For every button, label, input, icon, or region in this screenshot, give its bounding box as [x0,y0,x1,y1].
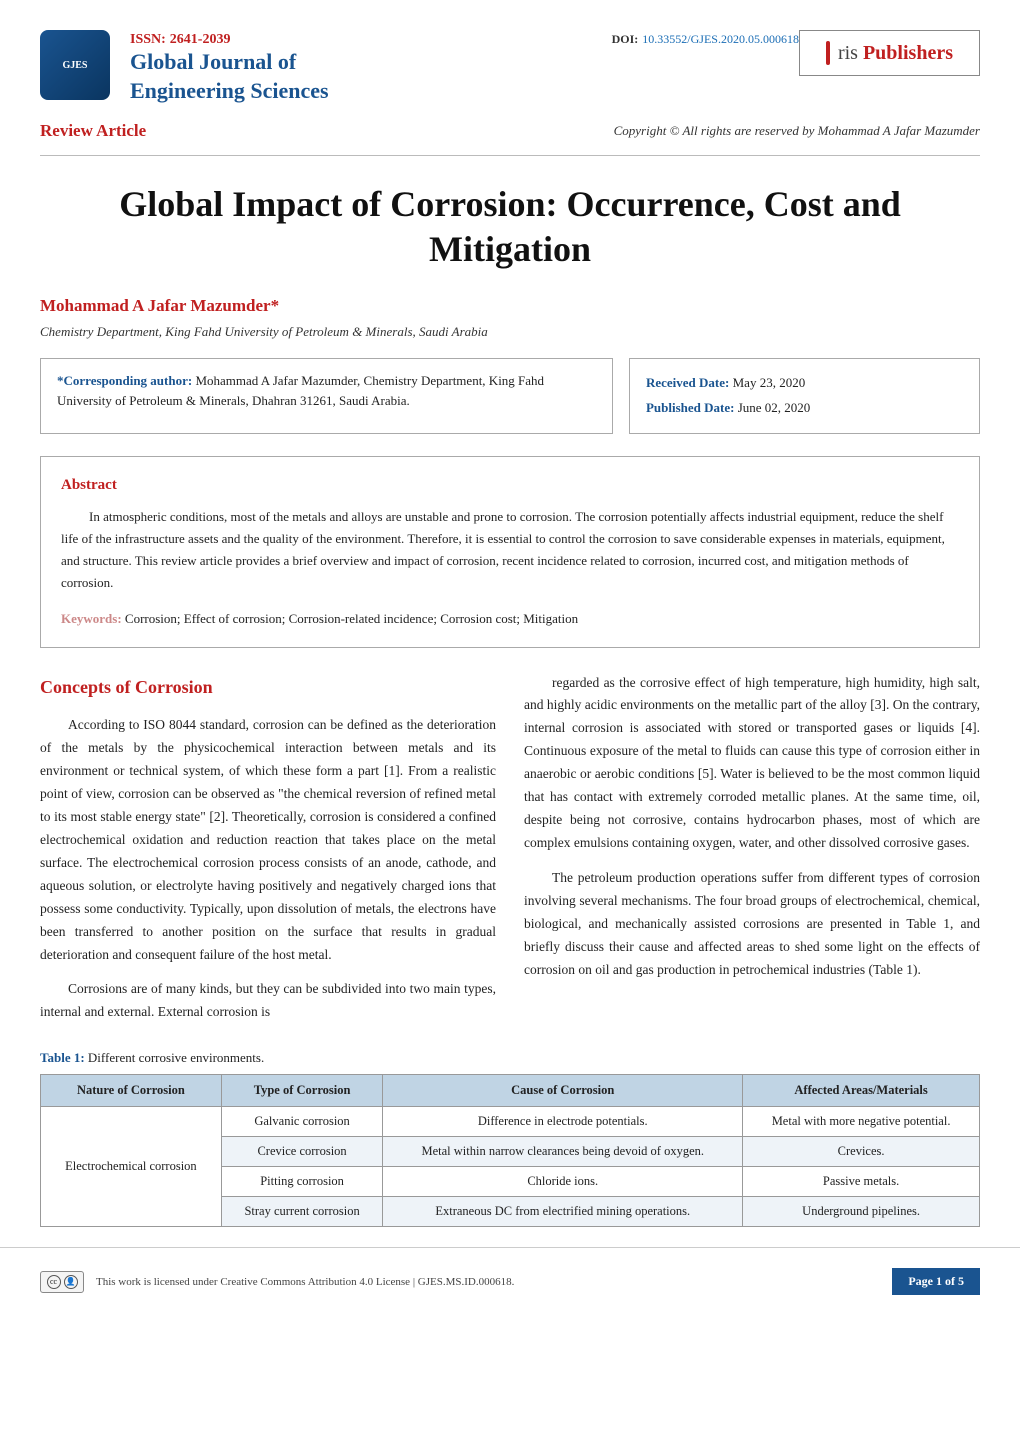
corresponding-box: *Corresponding author: Mohammad A Jafar … [40,358,613,433]
journal-info: ISSN: 2641-2039 DOI: 10.33552/GJES.2020.… [130,30,799,105]
table-header: Affected Areas/Materials [743,1075,980,1107]
received-label: Received Date: [646,375,729,390]
ms-id: GJES.MS.ID.000618. [418,1276,515,1288]
column-left: Concepts of Corrosion According to ISO 8… [40,672,496,1037]
corrosion-table: Nature of Corrosion Type of Corrosion Ca… [40,1074,980,1227]
publisher-badge: ris Publishers [799,30,980,76]
table-cell: Galvanic corrosion [221,1107,383,1137]
two-column: Concepts of Corrosion According to ISO 8… [40,672,980,1037]
affiliation: Chemistry Department, King Fahd Universi… [0,324,1020,358]
meta-box-row: *Corresponding author: Mohammad A Jafar … [0,358,1020,455]
dates-box: Received Date: May 23, 2020 Published Da… [629,358,980,433]
license-text: This work is licensed under Creative Com… [96,1276,410,1288]
journal-logo: GJES [40,30,110,100]
table-caption-text: Different corrosive environments. [88,1050,264,1065]
table-cell-group: Electrochemical corrosion [41,1107,222,1227]
table-cell: Passive metals. [743,1167,980,1197]
content: Concepts of Corrosion According to ISO 8… [0,672,1020,1037]
paragraph: regarded as the corrosive effect of high… [524,672,980,856]
journal-title-1: Global Journal of [130,48,799,77]
section-heading: Concepts of Corrosion [40,672,496,703]
journal-title-2: Engineering Sciences [130,77,799,106]
table-row: Electrochemical corrosion Galvanic corro… [41,1107,980,1137]
keywords-label: Keywords: [61,611,122,626]
footer: cc 👤 This work is licensed under Creativ… [0,1247,1020,1315]
publisher-i-icon [826,41,830,65]
doi-label: DOI: [612,32,639,46]
page-badge: Page 1 of 5 [892,1268,980,1295]
table-cell: Underground pipelines. [743,1197,980,1227]
doi-link[interactable]: 10.33552/GJES.2020.05.000618 [642,32,799,46]
table-cell: Crevice corrosion [221,1137,383,1167]
table-cell: Extraneous DC from electrified mining op… [383,1197,743,1227]
column-right: regarded as the corrosive effect of high… [524,672,980,1037]
table-cell: Pitting corrosion [221,1167,383,1197]
published-value: June 02, 2020 [738,400,811,415]
footer-text: This work is licensed under Creative Com… [96,1276,514,1288]
table-caption: Table 1: Different corrosive environment… [0,1036,1020,1074]
issn-label: ISSN: [130,32,166,47]
abstract-box: Abstract In atmospheric conditions, most… [40,456,980,648]
publisher-suffix: Publishers [863,42,953,64]
keywords-line: Keywords: Corrosion; Effect of corrosion… [61,608,959,630]
issn-line: ISSN: 2641-2039 DOI: 10.33552/GJES.2020.… [130,30,799,48]
cc-icon: cc [47,1275,61,1289]
author: Mohammad A Jafar Mazumder* [0,296,1020,324]
article-type: Review Article [40,121,146,141]
paragraph: The petroleum production operations suff… [524,867,980,982]
table-header-row: Nature of Corrosion Type of Corrosion Ca… [41,1075,980,1107]
publisher-prefix: ris [838,42,858,64]
by-icon: 👤 [64,1275,78,1289]
paper-title: Global Impact of Corrosion: Occurrence, … [0,156,1020,296]
table-header: Type of Corrosion [221,1075,383,1107]
table-label: Table 1: [40,1050,85,1065]
table-cell: Crevices. [743,1137,980,1167]
table-header: Cause of Corrosion [383,1075,743,1107]
table-cell: Metal with more negative potential. [743,1107,980,1137]
table-cell: Chloride ions. [383,1167,743,1197]
copyright: Copyright © All rights are reserved by M… [614,123,980,139]
abstract-heading: Abstract [61,473,959,499]
keywords-value: Corrosion; Effect of corrosion; Corrosio… [125,611,578,626]
table-cell: Difference in electrode potentials. [383,1107,743,1137]
paragraph: According to ISO 8044 standard, corrosio… [40,714,496,966]
table-cell: Metal within narrow clearances being dev… [383,1137,743,1167]
published-label: Published Date: [646,400,734,415]
article-type-row: Review Article Copyright © All rights ar… [0,115,1020,155]
corresponding-label: *Corresponding author: [57,373,192,388]
received-value: May 23, 2020 [733,375,806,390]
issn-value: 2641-2039 [170,32,231,47]
table-cell: Stray current corrosion [221,1197,383,1227]
cc-license-icon: cc 👤 [40,1271,84,1293]
table-header: Nature of Corrosion [41,1075,222,1107]
header: GJES ISSN: 2641-2039 DOI: 10.33552/GJES.… [0,0,1020,115]
paragraph: Corrosions are of many kinds, but they c… [40,978,496,1024]
abstract-body: In atmospheric conditions, most of the m… [61,506,959,594]
